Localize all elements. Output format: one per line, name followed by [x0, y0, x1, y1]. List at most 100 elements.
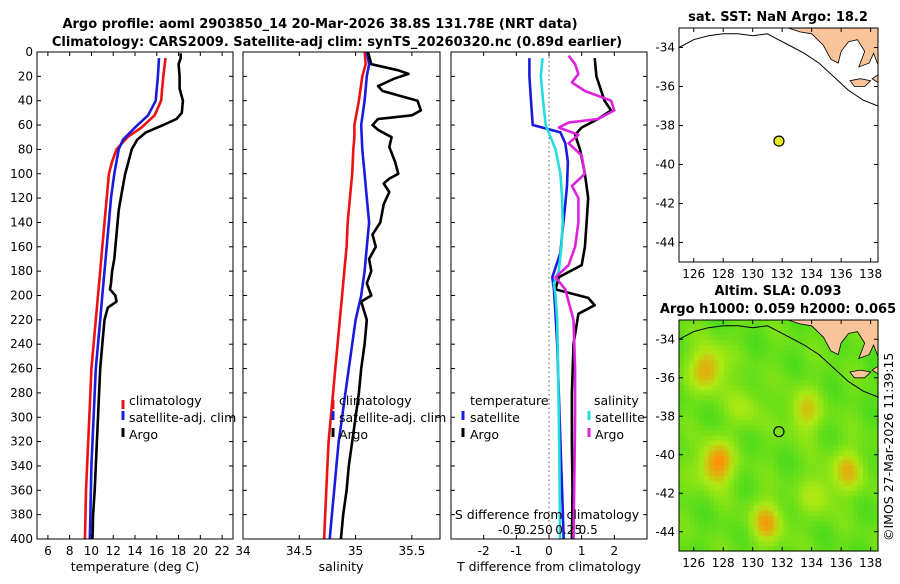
- sla-cell: [778, 425, 785, 432]
- sla-cell: [679, 515, 685, 522]
- sla-cell: [858, 475, 864, 482]
- sla-cell: [758, 450, 765, 457]
- sla-cell: [868, 505, 874, 512]
- sla-cell: [708, 360, 715, 366]
- y-tick-label: -44: [655, 525, 675, 539]
- sla-cell: [738, 355, 745, 361]
- sla-cell: [848, 345, 854, 351]
- sla-cell: [713, 535, 720, 542]
- sla-cell: [773, 385, 780, 391]
- sla-cell: [698, 515, 705, 522]
- sla-cell: [858, 535, 864, 542]
- sla-cell: [718, 355, 725, 361]
- sla-cell: [733, 505, 740, 512]
- sla-cell: [863, 355, 869, 361]
- sla-cell: [763, 325, 770, 331]
- series-climatology: [83, 57, 167, 540]
- sla-cell: [728, 545, 735, 552]
- sla-cell: [808, 475, 814, 482]
- sla-cell: [818, 350, 824, 356]
- sla-cell: [738, 545, 745, 552]
- sla-cell: [748, 390, 755, 396]
- sla-cell: [708, 400, 715, 406]
- sla-cell: [708, 430, 715, 437]
- sla-cell: [813, 435, 819, 442]
- sla-cell: [718, 430, 725, 437]
- sla-cell: [733, 360, 740, 366]
- sla-cell: [783, 425, 790, 432]
- sla-cell: [713, 465, 720, 472]
- sla-cell: [753, 355, 760, 361]
- sla-cell: [683, 425, 690, 432]
- sla-cell: [748, 515, 755, 522]
- sla-cell: [808, 480, 814, 487]
- sla-cell: [753, 470, 760, 477]
- sla-cell: [803, 360, 809, 366]
- sla-cell: [818, 460, 824, 467]
- sla-cell: [758, 375, 765, 381]
- sla-cell: [843, 430, 849, 437]
- sla-cell: [853, 510, 859, 517]
- sla-cell: [853, 345, 859, 351]
- sla-cell: [818, 405, 824, 411]
- salinity-axes: 34 34.5 35 35.5: [235, 51, 441, 558]
- sla-cell: [813, 535, 819, 542]
- sla-cell: [718, 380, 725, 386]
- sla-cell: [798, 530, 804, 537]
- sla-cell: [798, 455, 804, 462]
- sla-cell: [763, 385, 770, 391]
- sla-cell: [743, 435, 750, 442]
- sla-cell: [808, 440, 814, 447]
- sla-cell: [679, 455, 685, 462]
- sal-xlabel: salinity: [319, 559, 364, 574]
- sla-cell: [748, 345, 755, 351]
- sla-cell: [713, 425, 720, 432]
- sla-cell: [798, 385, 804, 391]
- sla-cell: [743, 535, 750, 542]
- sla-cell: [798, 415, 804, 422]
- sla-cell: [713, 375, 720, 381]
- sla-cell: [733, 480, 740, 487]
- sla-cell: [708, 470, 715, 477]
- sla-cell: [733, 460, 740, 467]
- sla-cell: [868, 370, 874, 376]
- sla-cell: [813, 365, 819, 371]
- sla-cell: [679, 510, 685, 517]
- sla-cell: [693, 475, 700, 482]
- sla-cell: [833, 415, 839, 422]
- sla-cell: [853, 350, 859, 356]
- sla-cell: [783, 455, 790, 462]
- sla-cell: [868, 360, 874, 366]
- sla-cell: [748, 500, 755, 507]
- sla-cell: [773, 320, 780, 326]
- sla-cell: [753, 385, 760, 391]
- sla-cell: [758, 515, 765, 522]
- sla-cell: [853, 465, 859, 472]
- sla-cell: [758, 490, 765, 497]
- sla-cell: [793, 510, 799, 517]
- sla-cell: [823, 460, 829, 467]
- sla-cell: [833, 535, 839, 542]
- sla-cell: [843, 535, 849, 542]
- sla-cell: [683, 450, 690, 457]
- sla-cell: [743, 345, 750, 351]
- sla-cell: [833, 470, 839, 477]
- sla-cell: [818, 375, 824, 381]
- sla-cell: [738, 330, 745, 336]
- sla-cell: [788, 450, 795, 457]
- sla-cell: [768, 430, 775, 437]
- s-diff-tick-label: 0: [545, 523, 553, 537]
- sla-cell: [803, 535, 809, 542]
- sla-cell: [828, 350, 834, 356]
- x-tick-label: 132: [771, 556, 794, 570]
- sla-cell: [688, 460, 695, 467]
- sla-cell: [808, 505, 814, 512]
- sla-cell: [778, 400, 785, 406]
- x-tick-label: 2: [611, 544, 619, 558]
- sla-cell: [743, 360, 750, 366]
- temperature-axes: 6 8 10 12 14 16 18 20 22020406080100120140160180…: [10, 45, 234, 558]
- sla-cell: [748, 545, 755, 552]
- sla-cell: [703, 320, 710, 326]
- sla-cell: [743, 485, 750, 492]
- sla-cell: [763, 330, 770, 336]
